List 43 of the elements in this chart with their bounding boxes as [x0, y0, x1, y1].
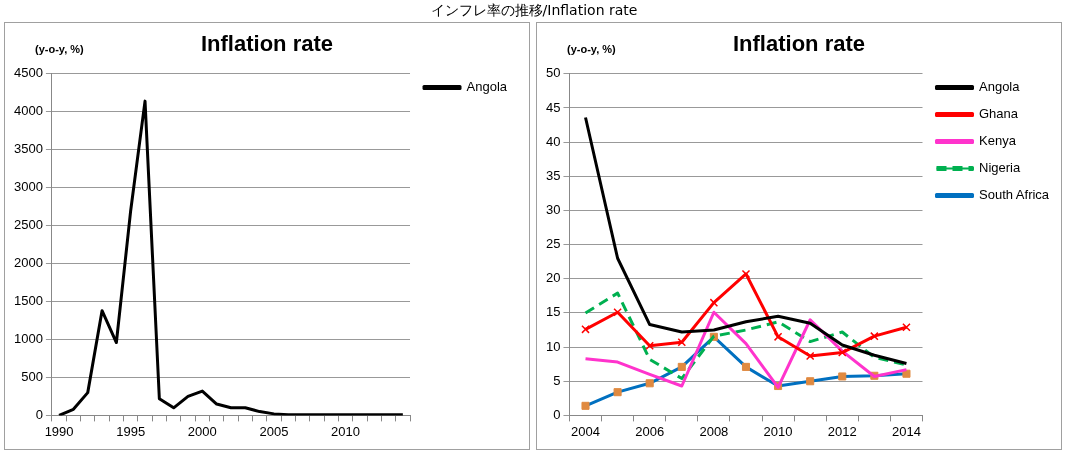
- text: インフレ率の推移/Inflation rate: [430, 2, 638, 18]
- chart-title: Inflation rate: [200, 31, 333, 56]
- y-tick-label: 20: [545, 270, 561, 286]
- x-tick-label: 2014: [891, 423, 921, 439]
- y-tick-label: 35: [545, 167, 561, 183]
- y-tick-label: 3000: [14, 179, 43, 195]
- y-tick-label: 45: [545, 99, 561, 115]
- x-tick-label: 2000: [187, 423, 217, 439]
- legend-label: Angola: [466, 79, 508, 95]
- legend-label: Angola: [979, 79, 1021, 95]
- y-tick-label: 1000: [14, 331, 43, 347]
- y-tick-label: 500: [21, 369, 43, 385]
- y-tick-label: 1500: [14, 293, 43, 309]
- y-tick-label: 15: [545, 304, 561, 320]
- y-tick-label: 0: [35, 406, 43, 422]
- legend-label: South Africa: [979, 187, 1050, 203]
- y-tick-label: 40: [545, 133, 561, 149]
- y-tick-label: 0: [553, 406, 561, 422]
- y-tick-label: 50: [545, 65, 561, 81]
- y-tick-label: 3500: [14, 141, 43, 157]
- chart-title: Inflation rate: [732, 31, 865, 56]
- y-axis-title: (y-o-y, %): [567, 43, 616, 55]
- legend-label: Nigeria: [979, 160, 1021, 176]
- y-tick-label: 2000: [14, 255, 43, 271]
- x-tick-label: 2012: [827, 423, 857, 439]
- x-tick-label: 1990: [44, 423, 74, 439]
- y-tick-label: 4000: [14, 103, 43, 119]
- x-tick-label: 2004: [571, 423, 600, 439]
- y-axis-title: (y-o-y, %): [35, 43, 84, 55]
- x-tick-label: 1995: [116, 423, 146, 439]
- x-tick-label: 2006: [635, 423, 665, 439]
- x-tick-label: 2010: [331, 423, 361, 439]
- y-tick-label: 2500: [14, 217, 43, 233]
- y-tick-label: 10: [545, 338, 561, 354]
- legend-label: Kenya: [979, 133, 1017, 149]
- y-tick-label: 30: [545, 202, 561, 218]
- y-tick-label: 5: [553, 372, 561, 388]
- y-tick-label: 4500: [14, 65, 43, 81]
- x-tick-label: 2008: [699, 423, 729, 439]
- x-tick-label: 2010: [763, 423, 793, 439]
- y-tick-label: 25: [545, 236, 561, 252]
- legend-label: Ghana: [979, 106, 1019, 122]
- x-tick-label: 2005: [259, 423, 289, 439]
